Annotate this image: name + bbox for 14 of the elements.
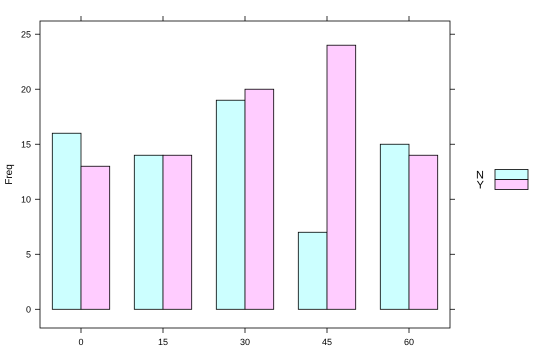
y-tick-label: 5 bbox=[26, 249, 31, 260]
legend-label: N bbox=[476, 169, 484, 182]
x-tick-label: 15 bbox=[158, 337, 168, 347]
y-tick-label: 20 bbox=[20, 84, 31, 94]
x-tick-label: 0 bbox=[78, 337, 84, 347]
y-tick-label: 0 bbox=[26, 304, 31, 314]
x-tick-label: 45 bbox=[322, 337, 332, 347]
legend-label: Y bbox=[476, 179, 485, 192]
y-axis-title: Freq bbox=[4, 164, 15, 185]
x-tick-label: 60 bbox=[404, 337, 414, 347]
x-tick-label: 30 bbox=[240, 337, 250, 347]
y-tick-label: 15 bbox=[20, 139, 31, 150]
y-tick-label: 25 bbox=[20, 29, 31, 40]
y-tick-label: 10 bbox=[20, 194, 31, 204]
